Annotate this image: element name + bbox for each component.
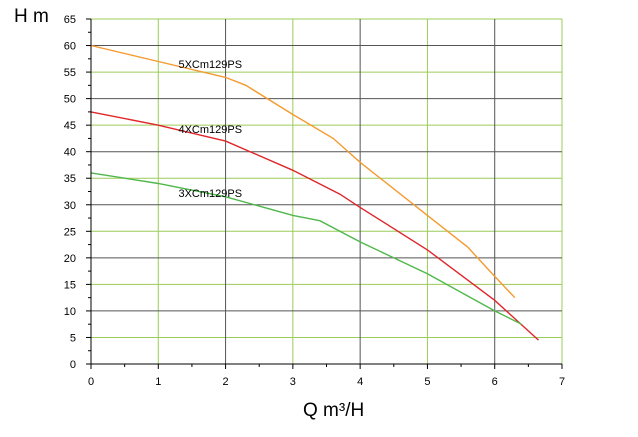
minor-grid-green	[91, 18, 563, 364]
x-tick-label: 5	[424, 376, 430, 388]
y-tick-label: 15	[64, 279, 76, 291]
x-tick-label: 4	[357, 376, 363, 388]
series-label: 3XCm129PS	[178, 188, 242, 200]
major-grid-dark	[91, 19, 562, 364]
x-tick-label: 0	[88, 376, 94, 388]
axes	[90, 19, 562, 365]
series-label: 5XCm129PS	[178, 59, 242, 71]
y-tick-labels: 0 5 10 15 20 25 30 35 40 45 50 55 60 65	[64, 14, 76, 371]
y-tick-label: 5	[70, 332, 76, 344]
series-line-4XCm129PS	[90, 111, 539, 341]
y-tick-label: 55	[64, 67, 76, 79]
x-tick-labels: 0 1 2 3 4 5 6 7	[88, 376, 565, 388]
x-tick-label: 2	[223, 376, 229, 388]
y-tick-label: 65	[64, 14, 76, 26]
series-lines	[90, 44, 539, 341]
y-tick-label: 30	[64, 200, 76, 212]
y-tick-label: 10	[64, 306, 76, 318]
series-line-5XCm129PS	[90, 44, 516, 299]
y-tick-label: 35	[64, 173, 76, 185]
x-tick-label: 6	[492, 376, 498, 388]
series-labels: 5XCm129PS 4XCm129PS 3XCm129PS	[178, 59, 242, 200]
y-tick-label: 25	[64, 226, 76, 238]
y-tick-label: 45	[64, 120, 76, 132]
y-tick-label: 40	[64, 147, 76, 159]
x-tick-label: 1	[155, 376, 161, 388]
series-label: 4XCm129PS	[178, 124, 242, 136]
y-tick-label: 0	[70, 359, 76, 371]
y-axis-label: H m	[14, 6, 49, 27]
x-tick-label: 7	[559, 376, 565, 388]
x-axis-label: Q m³/H	[303, 400, 365, 421]
x-tick-label: 3	[290, 376, 296, 388]
y-tick-label: 20	[64, 253, 76, 265]
tick-marks	[86, 18, 563, 369]
series-line-3XCm129PS	[90, 172, 522, 325]
y-tick-label: 50	[64, 94, 76, 106]
y-tick-label: 60	[64, 41, 76, 53]
